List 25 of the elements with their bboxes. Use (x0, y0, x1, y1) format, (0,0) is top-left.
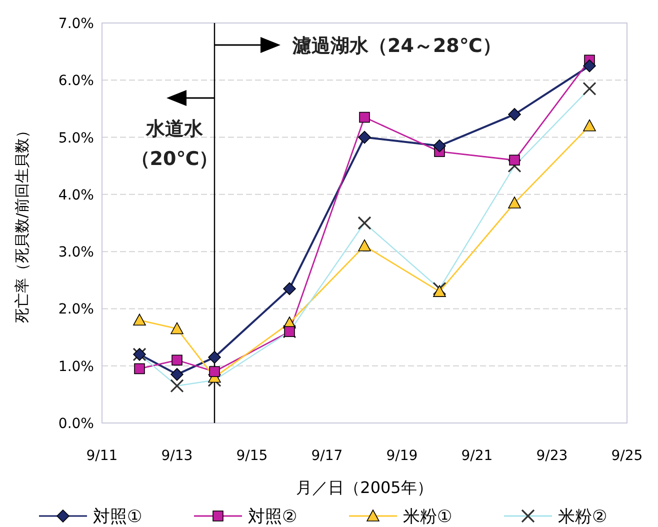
legend-label: 対照① (93, 507, 142, 527)
y-tick-label: 2.0% (58, 302, 94, 318)
y-tick-label: 0.0% (58, 416, 94, 432)
y-tick-label: 1.0% (58, 358, 94, 375)
x-tick-label: 9/13 (161, 448, 193, 464)
x-tick-label: 9/23 (536, 448, 568, 464)
x-tick-label: 9/15 (236, 448, 268, 464)
legend-label: 米粉① (403, 507, 452, 527)
legend-label: 対照② (248, 507, 298, 527)
y-axis-title: 死亡率（死貝数/前回生貝数） (13, 122, 31, 324)
annotation: （20℃） (130, 148, 218, 170)
x-tick-label: 9/21 (461, 448, 493, 464)
y-tick-label: 3.0% (58, 244, 94, 261)
legend-label: 米粉② (558, 507, 608, 527)
y-tick-label: 5.0% (58, 130, 94, 146)
x-tick-label: 9/17 (311, 448, 343, 464)
x-tick-label: 9/19 (386, 448, 418, 464)
x-axis-title: 月／日（2005年） (296, 478, 433, 497)
annotation: 水道水 (145, 118, 204, 140)
annotation: 濾過湖水（24～28℃） (292, 35, 502, 57)
y-tick-label: 7.0% (58, 16, 94, 32)
y-tick-label: 6.0% (58, 73, 94, 90)
y-tick-label: 4.0% (58, 187, 94, 204)
x-tick-label: 9/25 (611, 448, 643, 464)
x-tick-label: 9/11 (86, 448, 118, 464)
